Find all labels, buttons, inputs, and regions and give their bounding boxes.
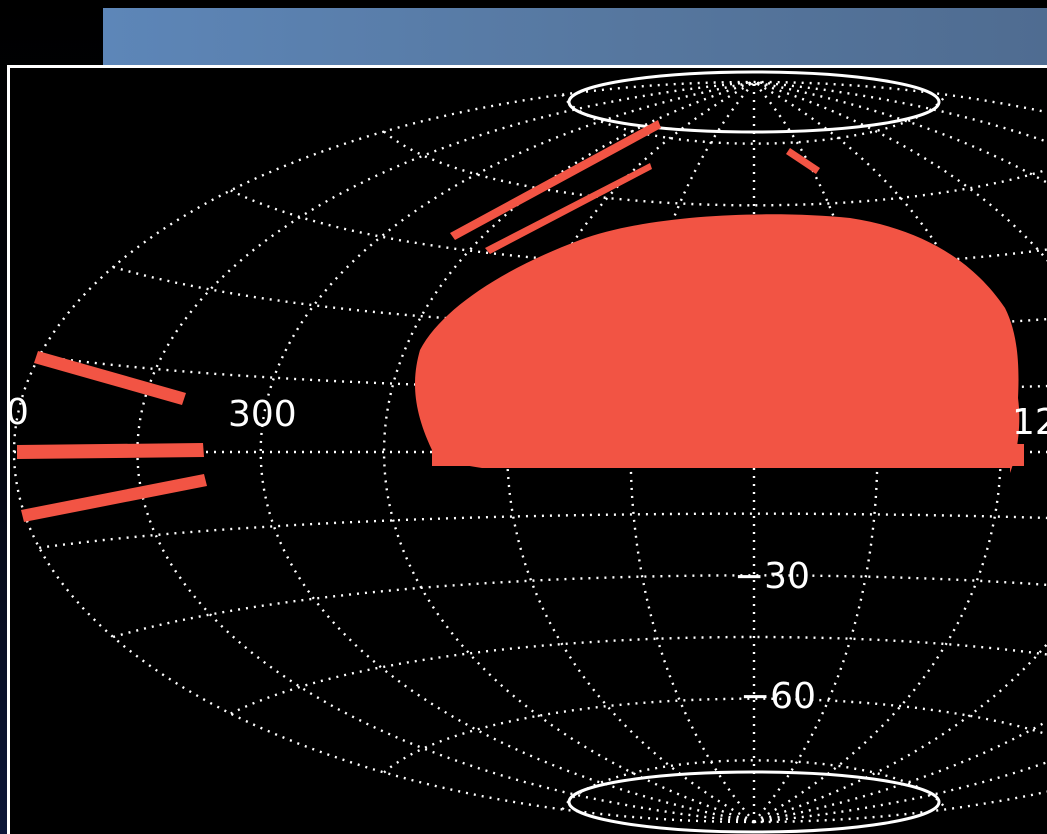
coverage-region bbox=[17, 120, 1024, 522]
latitude-label-minus-30: −30 bbox=[734, 556, 810, 597]
parallel-line bbox=[383, 697, 1047, 774]
coverage-equator-band bbox=[432, 444, 1024, 466]
parallel-line bbox=[383, 130, 1047, 207]
title-banner bbox=[103, 8, 1047, 66]
all-sky-map: 0 300 12 −30 −60 bbox=[10, 70, 1047, 834]
meridian-line bbox=[382, 80, 755, 824]
coverage-strip-upper-inner bbox=[485, 163, 652, 254]
latitude-label-minus-60: −60 bbox=[740, 676, 816, 717]
coverage-strip-left-upper bbox=[34, 351, 186, 405]
coverage-strip-left-lower bbox=[21, 474, 207, 522]
parallel-line bbox=[39, 512, 1047, 549]
polar-cap-south bbox=[567, 770, 941, 834]
coordinate-labels: 0 300 12 −30 −60 bbox=[10, 392, 1047, 717]
meridian-line bbox=[753, 80, 1047, 824]
coverage-sliver-top bbox=[786, 148, 820, 174]
sky-map-panel: 0 300 12 −30 −60 bbox=[7, 65, 1047, 834]
coverage-strip-left-mid bbox=[17, 443, 204, 459]
longitude-label-0: 0 bbox=[10, 392, 29, 433]
coverage-strip-upper bbox=[450, 120, 661, 240]
coverage-main-blob bbox=[415, 214, 1020, 473]
meridian-line bbox=[753, 80, 1047, 824]
parallel-line bbox=[112, 574, 1047, 639]
polar-cap-north bbox=[567, 70, 941, 134]
longitude-label-300: 300 bbox=[228, 394, 297, 435]
meridian-line bbox=[259, 80, 755, 824]
parallel-line bbox=[230, 635, 1047, 715]
longitude-label-120: 12 bbox=[1012, 402, 1047, 443]
